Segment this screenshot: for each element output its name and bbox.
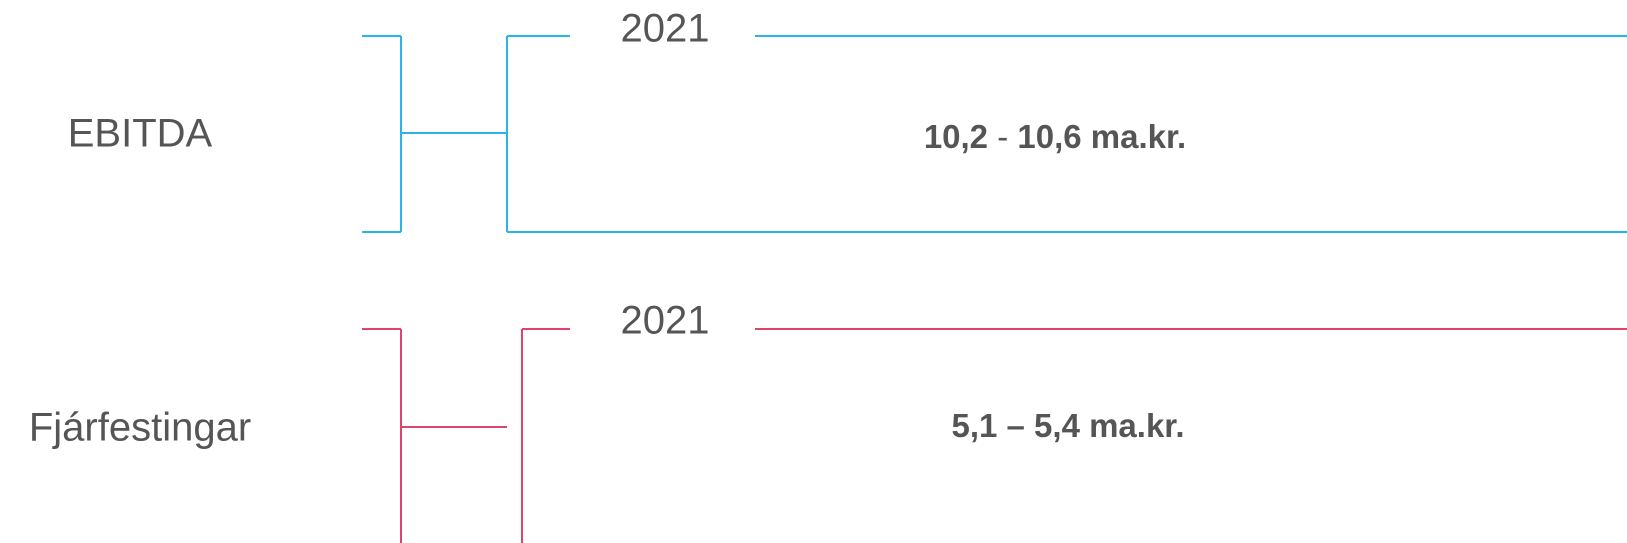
year: 2021 — [621, 299, 710, 343]
value-part: - — [988, 118, 1017, 155]
value: 10,2 - 10,6 ma.kr. — [924, 118, 1186, 155]
value-part: 5,1 – 5,4 ma.kr. — [951, 407, 1184, 444]
value: 5,1 – 5,4 ma.kr. — [951, 407, 1184, 444]
fjarfestingar-connectors — [362, 328, 1627, 543]
value-part: 10,6 ma.kr. — [1017, 118, 1186, 155]
value-part: 10,2 — [924, 118, 988, 155]
row-label: Fjárfestingar — [29, 406, 251, 450]
row-label: EBITDA — [68, 112, 213, 156]
ebitda-connectors — [362, 35, 1627, 233]
year: 2021 — [621, 7, 710, 51]
